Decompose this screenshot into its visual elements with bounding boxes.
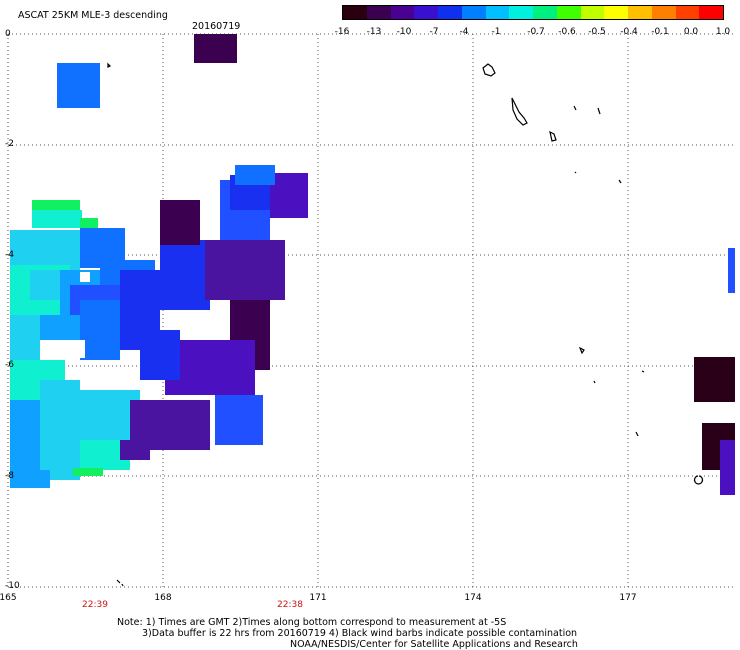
island-outline xyxy=(597,107,601,115)
data-cell xyxy=(720,440,735,495)
data-cell xyxy=(215,395,263,445)
island-outline xyxy=(578,346,585,355)
time-label-2: 22:38 xyxy=(277,600,303,610)
lat-label-0: 0 xyxy=(5,29,11,39)
colorbar-tick-label: 1.0 xyxy=(715,27,731,37)
colorbar-tick-label: -13 xyxy=(366,27,382,37)
colorbar-segment xyxy=(461,6,486,19)
data-cell xyxy=(80,218,98,230)
lat-label-10: -10 xyxy=(5,581,20,591)
data-cell xyxy=(73,468,103,476)
colorbar-tick-label: -10 xyxy=(396,27,412,37)
island-outline xyxy=(593,380,596,384)
data-cell xyxy=(120,440,150,460)
colorbar-segment xyxy=(438,6,462,19)
data-cell xyxy=(140,330,180,380)
colorbar-tick-label: -0.6 xyxy=(558,27,576,37)
colorbar-tick-label: -0.1 xyxy=(651,27,669,37)
island-outline xyxy=(511,97,528,126)
data-cell xyxy=(270,173,308,218)
footer-credit: NOAA/NESDIS/Center for Satellite Applica… xyxy=(290,639,578,650)
colorbar-ticks: -16 -13 -10 -7 -4 -1 -0.7 -0.6 -0.5 -0.4 -0.1 0.0 1.… xyxy=(330,27,736,39)
island-outline xyxy=(635,431,639,437)
lon-label-174: 174 xyxy=(464,593,482,603)
lat-label-6: -6 xyxy=(5,360,14,370)
data-cell xyxy=(10,230,80,270)
data-cell xyxy=(32,210,82,228)
data-gap xyxy=(80,272,90,282)
colorbar-segment xyxy=(485,6,510,19)
colorbar-segment xyxy=(628,6,652,19)
map-title: ASCAT 25KM MLE-3 descending xyxy=(18,10,168,21)
island-outline xyxy=(618,179,622,184)
island-outline xyxy=(641,370,645,373)
data-gap xyxy=(40,340,85,358)
data-cell xyxy=(235,165,275,185)
island-outline xyxy=(549,130,557,142)
colorbar-tick-label: -7 xyxy=(429,27,439,37)
colorbar-segment xyxy=(604,6,628,19)
data-cell xyxy=(160,240,210,310)
data-cell xyxy=(160,200,200,245)
data-cell xyxy=(57,63,100,108)
island-outline xyxy=(121,583,124,587)
colorbar-segment xyxy=(580,6,605,19)
colorbar-segment xyxy=(675,6,700,19)
data-cell xyxy=(32,200,80,212)
colorbar-tick-label: -0.7 xyxy=(527,27,545,37)
map-date: 20160719 xyxy=(192,21,241,32)
colorbar-segment xyxy=(343,6,367,19)
colorbar-segment xyxy=(366,6,391,19)
data-cell xyxy=(194,34,237,63)
colorbar-tick-label: -1 xyxy=(491,27,501,37)
footer-note-1: Note: 1) Times are GMT 2)Times along bot… xyxy=(117,617,507,628)
lat-label-8: -8 xyxy=(5,471,14,481)
time-label-1: 22:39 xyxy=(82,600,108,610)
colorbar-segment xyxy=(699,6,723,19)
colorbar-segment xyxy=(414,6,438,19)
data-cells xyxy=(10,34,735,495)
colorbar-segment xyxy=(556,6,581,19)
colorbar-segment xyxy=(651,6,676,19)
data-cell xyxy=(694,357,735,402)
lat-label-4: -4 xyxy=(5,250,14,260)
colorbar-tick-label: -0.5 xyxy=(588,27,606,37)
colorbar-tick-label: -16 xyxy=(334,27,350,37)
island-outline xyxy=(482,63,496,77)
island-outline xyxy=(116,579,121,584)
lat-label-2: -2 xyxy=(5,139,14,149)
data-cell xyxy=(80,300,120,360)
colorbar-tick-label: -0.4 xyxy=(620,27,638,37)
island-outline xyxy=(107,62,112,68)
island-outline xyxy=(693,475,704,485)
lon-label-171: 171 xyxy=(309,593,327,603)
colorbar-segment xyxy=(390,6,415,19)
footer-note-2: 3)Data buffer is 22 hrs from 20160719 4)… xyxy=(142,628,578,639)
data-cell xyxy=(10,470,50,488)
colorbar-segment xyxy=(509,6,533,19)
data-cell xyxy=(10,400,40,480)
data-gap xyxy=(205,310,217,320)
colorbar xyxy=(342,5,724,20)
data-cell xyxy=(728,248,735,293)
data-gap xyxy=(210,322,225,337)
lon-label-165: 165 xyxy=(0,593,17,603)
island-outline xyxy=(573,105,577,111)
data-cell xyxy=(205,240,285,300)
lon-label-177: 177 xyxy=(619,593,637,603)
colorbar-tick-label: 0.0 xyxy=(683,27,699,37)
colorbar-tick-label: -4 xyxy=(459,27,469,37)
island-outline xyxy=(574,171,577,174)
colorbar-segment xyxy=(533,6,557,19)
island-outlines xyxy=(107,62,704,587)
map-grid xyxy=(7,33,735,588)
lon-label-168: 168 xyxy=(154,593,172,603)
